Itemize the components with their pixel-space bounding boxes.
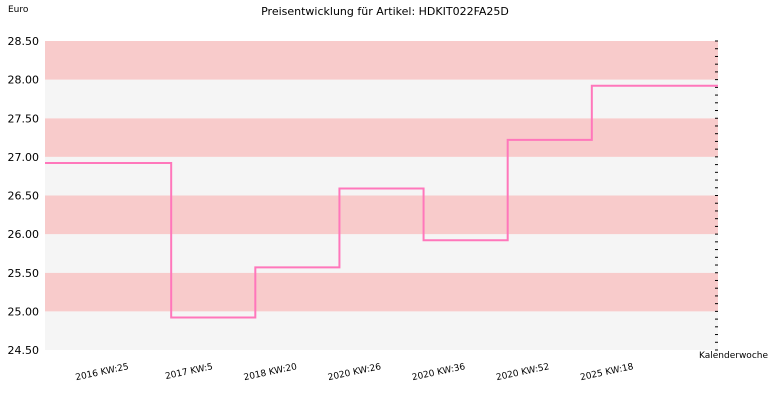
x-tick-label: 2020 KW:36	[411, 362, 466, 383]
price-series-line	[45, 84, 718, 319]
x-axis-ticks: 2016 KW:25 2017 KW:5 2018 KW:20 2020 KW:26 2…	[75, 362, 635, 383]
y-tick-label: 27.50	[8, 112, 40, 125]
y-tick-label: 26.00	[8, 228, 40, 241]
chart-title: Preisentwicklung für Artikel: HDKIT022FA…	[261, 5, 509, 18]
x-tick-label: 2025 KW:18	[579, 362, 634, 383]
grid-band	[45, 234, 718, 273]
y-tick-label: 27.00	[8, 151, 40, 164]
y-tick-label: 25.00	[8, 305, 40, 318]
grid-band	[45, 41, 718, 80]
y-axis-ticks: 24.50 25.00 25.50 26.00 26.50 27.00 27.50 28.00…	[8, 35, 40, 357]
x-tick-label: 2020 KW:26	[327, 362, 382, 383]
grid-band	[45, 272, 718, 312]
x-tick-label: 2017 KW:5	[164, 362, 214, 382]
series-layer	[45, 84, 718, 319]
x-tick-label: 2020 KW:52	[495, 362, 550, 383]
y-tick-label: 28.00	[8, 74, 40, 87]
y-tick-label: 28.50	[8, 35, 40, 48]
x-tick-label: 2018 KW:20	[243, 362, 298, 383]
right-axis-ticks	[715, 40, 718, 351]
x-tick-label: 2016 KW:25	[75, 362, 130, 383]
y-tick-label: 26.50	[8, 190, 40, 203]
y-axis-label: Euro	[8, 5, 29, 15]
grid-band	[45, 195, 718, 235]
grid-band	[45, 311, 718, 350]
x-axis-label: Kalenderwoche	[699, 351, 769, 361]
y-tick-label: 25.50	[8, 267, 40, 280]
grid-bands	[45, 41, 718, 350]
grid-band	[45, 118, 718, 157]
y-tick-label: 24.50	[8, 344, 40, 357]
